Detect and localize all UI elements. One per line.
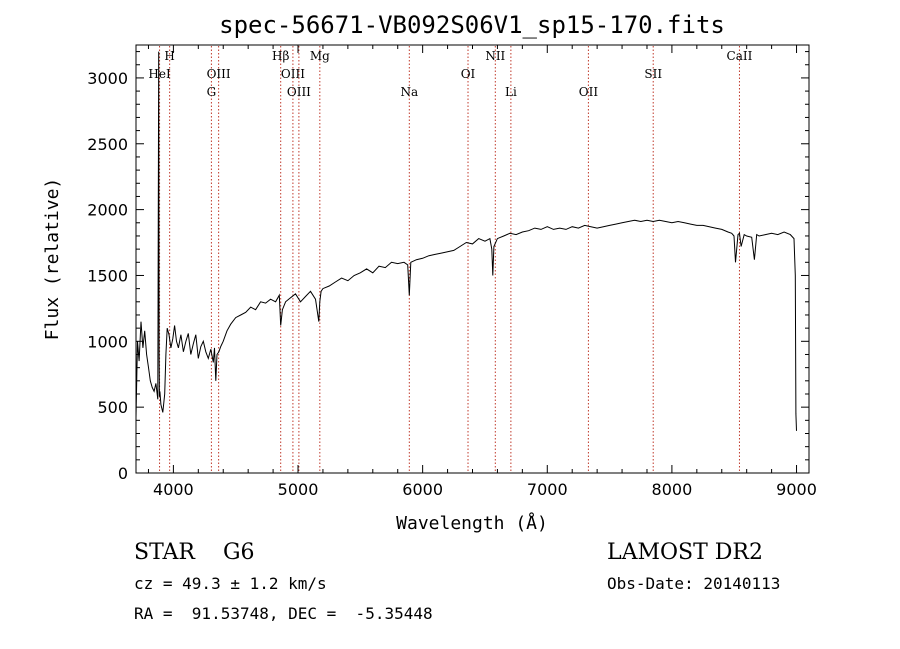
- y-axis-label: Flux (relative): [42, 178, 63, 341]
- spectrum-line: [135, 51, 797, 431]
- line-label-14: CaII: [727, 49, 753, 63]
- line-label-8: Na: [400, 85, 418, 99]
- plot-frame: [135, 44, 810, 474]
- line-label-2: OIII: [207, 67, 231, 81]
- line-label-4: Hβ: [272, 49, 289, 63]
- spectrum-series: [135, 51, 797, 431]
- spectral-line-markers: H HeI OIII G Hβ OIII OIII Mg Na OI NII Li OII SII CaII: [148, 46, 753, 472]
- x-axis-label: Wavelength (Å): [396, 512, 548, 534]
- x-tick-label: 4000: [153, 480, 194, 499]
- axes: 4000 5000 6000 7000 8000 9000 0 500 1000 1500 2000…: [87, 45, 817, 499]
- x-tick-label: 6000: [402, 480, 443, 499]
- y-tick-label: 500: [97, 398, 128, 417]
- object-class: STAR G6: [134, 540, 255, 565]
- x-tick-label: 8000: [652, 480, 693, 499]
- x-tick-label: 5000: [278, 480, 319, 499]
- line-label-6: OIII: [287, 85, 311, 99]
- y-tick-label: 0: [118, 464, 128, 483]
- line-label-11: Li: [505, 85, 517, 99]
- line-label-13: SII: [644, 67, 662, 81]
- line-label-0: H: [164, 49, 174, 63]
- x-tick-label: 7000: [527, 480, 568, 499]
- redshift-velocity: cz = 49.3 ± 1.2 km/s: [134, 574, 327, 593]
- y-tick-label: 1000: [87, 332, 128, 351]
- line-label-10: NII: [485, 49, 505, 63]
- y-tick-label: 3000: [87, 69, 128, 88]
- line-label-12: OII: [579, 85, 599, 99]
- line-label-5: OIII: [281, 67, 305, 81]
- x-tick-label: 9000: [776, 480, 817, 499]
- chart-title: spec-56671-VB092S06V1_sp15-170.fits: [219, 11, 725, 39]
- line-label-1: HeI: [148, 67, 171, 81]
- line-label-3: G: [207, 85, 217, 99]
- sky-coordinates: RA = 91.53748, DEC = -5.35448: [134, 604, 433, 623]
- y-tick-label: 2000: [87, 201, 128, 220]
- y-tick-label: 1500: [87, 266, 128, 285]
- survey-name: LAMOST DR2: [607, 540, 763, 565]
- line-label-9: OI: [461, 67, 476, 81]
- y-tick-label: 2500: [87, 135, 128, 154]
- observation-date: Obs-Date: 20140113: [607, 574, 781, 593]
- line-label-7: Mg: [310, 49, 330, 63]
